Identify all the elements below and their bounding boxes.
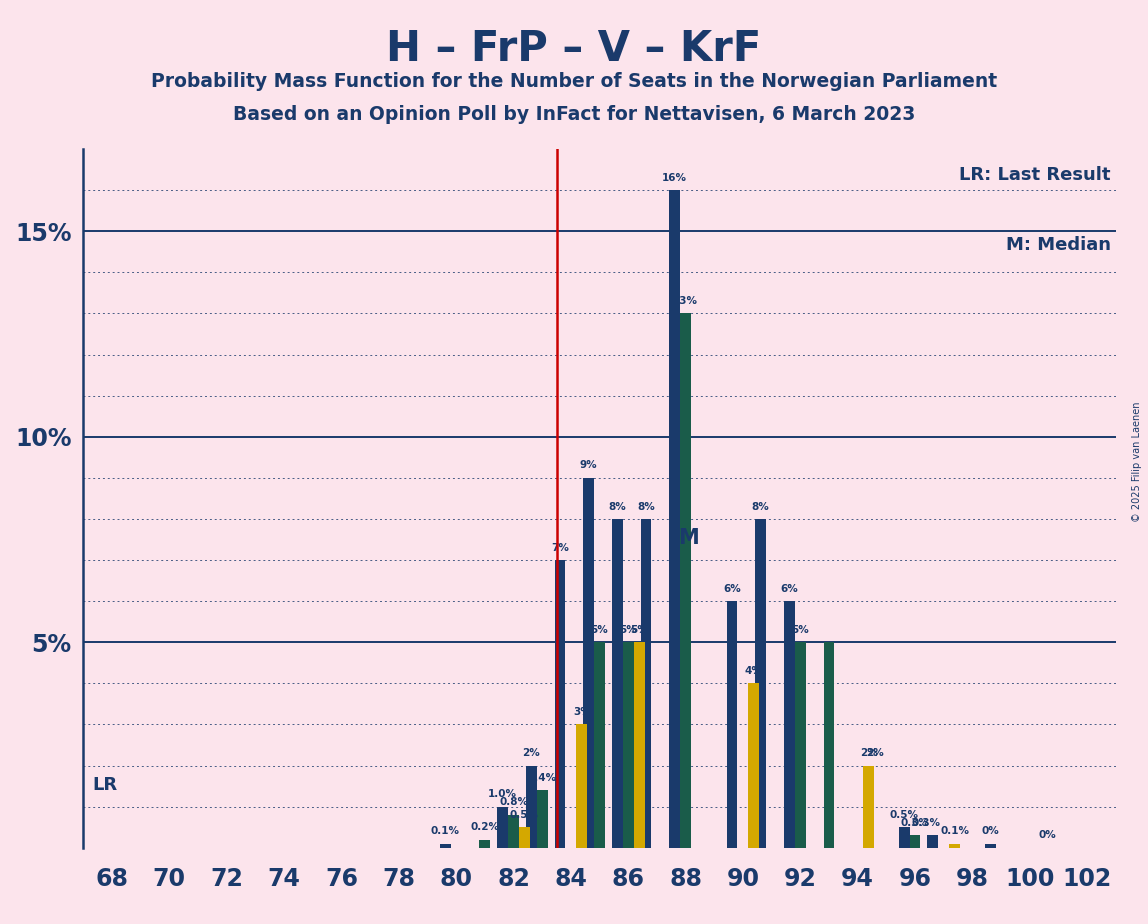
Text: 3%: 3% xyxy=(573,707,590,717)
Text: 5%: 5% xyxy=(591,625,608,635)
Bar xyxy=(622,642,634,848)
Text: 16%: 16% xyxy=(662,173,688,183)
Bar xyxy=(537,790,548,848)
Text: 0.5%: 0.5% xyxy=(890,809,918,820)
Bar xyxy=(554,560,566,848)
Text: Based on an Opinion Poll by InFact for Nettavisen, 6 March 2023: Based on an Opinion Poll by InFact for N… xyxy=(233,105,915,125)
Bar xyxy=(899,827,909,848)
Text: H – FrP – V – KrF: H – FrP – V – KrF xyxy=(387,28,761,69)
Bar xyxy=(576,724,588,848)
Text: 7%: 7% xyxy=(551,542,569,553)
Text: 2%: 2% xyxy=(867,748,884,759)
Text: M: M xyxy=(678,528,699,548)
Bar xyxy=(634,642,644,848)
Text: 9%: 9% xyxy=(580,460,597,470)
Text: 0%: 0% xyxy=(1039,831,1056,840)
Text: 1.0%: 1.0% xyxy=(488,789,517,799)
Text: 0.1%: 0.1% xyxy=(940,826,969,836)
Bar xyxy=(497,807,509,848)
Bar xyxy=(440,844,451,848)
Bar xyxy=(985,844,995,848)
Bar xyxy=(727,602,737,848)
Text: 8%: 8% xyxy=(637,502,654,512)
Bar xyxy=(748,684,759,848)
Text: 13%: 13% xyxy=(673,296,698,306)
Bar xyxy=(509,815,519,848)
Text: 4%: 4% xyxy=(745,666,762,676)
Text: 0.3%: 0.3% xyxy=(900,818,930,828)
Bar xyxy=(641,519,651,848)
Bar xyxy=(526,766,537,848)
Text: 6%: 6% xyxy=(781,584,798,594)
Text: 0.5%: 0.5% xyxy=(510,809,538,820)
Text: LR: LR xyxy=(92,776,117,795)
Text: 2%: 2% xyxy=(522,748,541,759)
Bar xyxy=(863,766,874,848)
Bar xyxy=(823,642,835,848)
Text: 0.8%: 0.8% xyxy=(499,797,528,808)
Text: 6%: 6% xyxy=(723,584,740,594)
Text: 5%: 5% xyxy=(630,625,647,635)
Text: 8%: 8% xyxy=(608,502,626,512)
Text: © 2025 Filip van Laenen: © 2025 Filip van Laenen xyxy=(1132,402,1141,522)
Bar xyxy=(755,519,766,848)
Bar xyxy=(928,835,938,848)
Bar xyxy=(595,642,605,848)
Text: 0.3%: 0.3% xyxy=(912,818,940,828)
Bar xyxy=(583,478,595,848)
Text: Probability Mass Function for the Number of Seats in the Norwegian Parliament: Probability Mass Function for the Number… xyxy=(150,72,998,91)
Text: M: Median: M: Median xyxy=(1006,237,1110,254)
Text: 1.4%: 1.4% xyxy=(528,772,557,783)
Bar xyxy=(794,642,806,848)
Bar xyxy=(680,313,691,848)
Text: 2%: 2% xyxy=(860,748,877,759)
Text: 8%: 8% xyxy=(752,502,769,512)
Bar xyxy=(612,519,622,848)
Text: 5%: 5% xyxy=(791,625,809,635)
Text: LR: Last Result: LR: Last Result xyxy=(959,166,1110,185)
Bar xyxy=(669,190,680,848)
Text: 0.2%: 0.2% xyxy=(471,822,499,833)
Bar xyxy=(909,835,921,848)
Bar xyxy=(784,602,794,848)
Text: 0%: 0% xyxy=(982,826,999,836)
Text: 5%: 5% xyxy=(620,625,637,635)
Bar xyxy=(949,844,960,848)
Bar xyxy=(519,827,530,848)
Bar xyxy=(480,840,490,848)
Text: 0.1%: 0.1% xyxy=(430,826,459,836)
